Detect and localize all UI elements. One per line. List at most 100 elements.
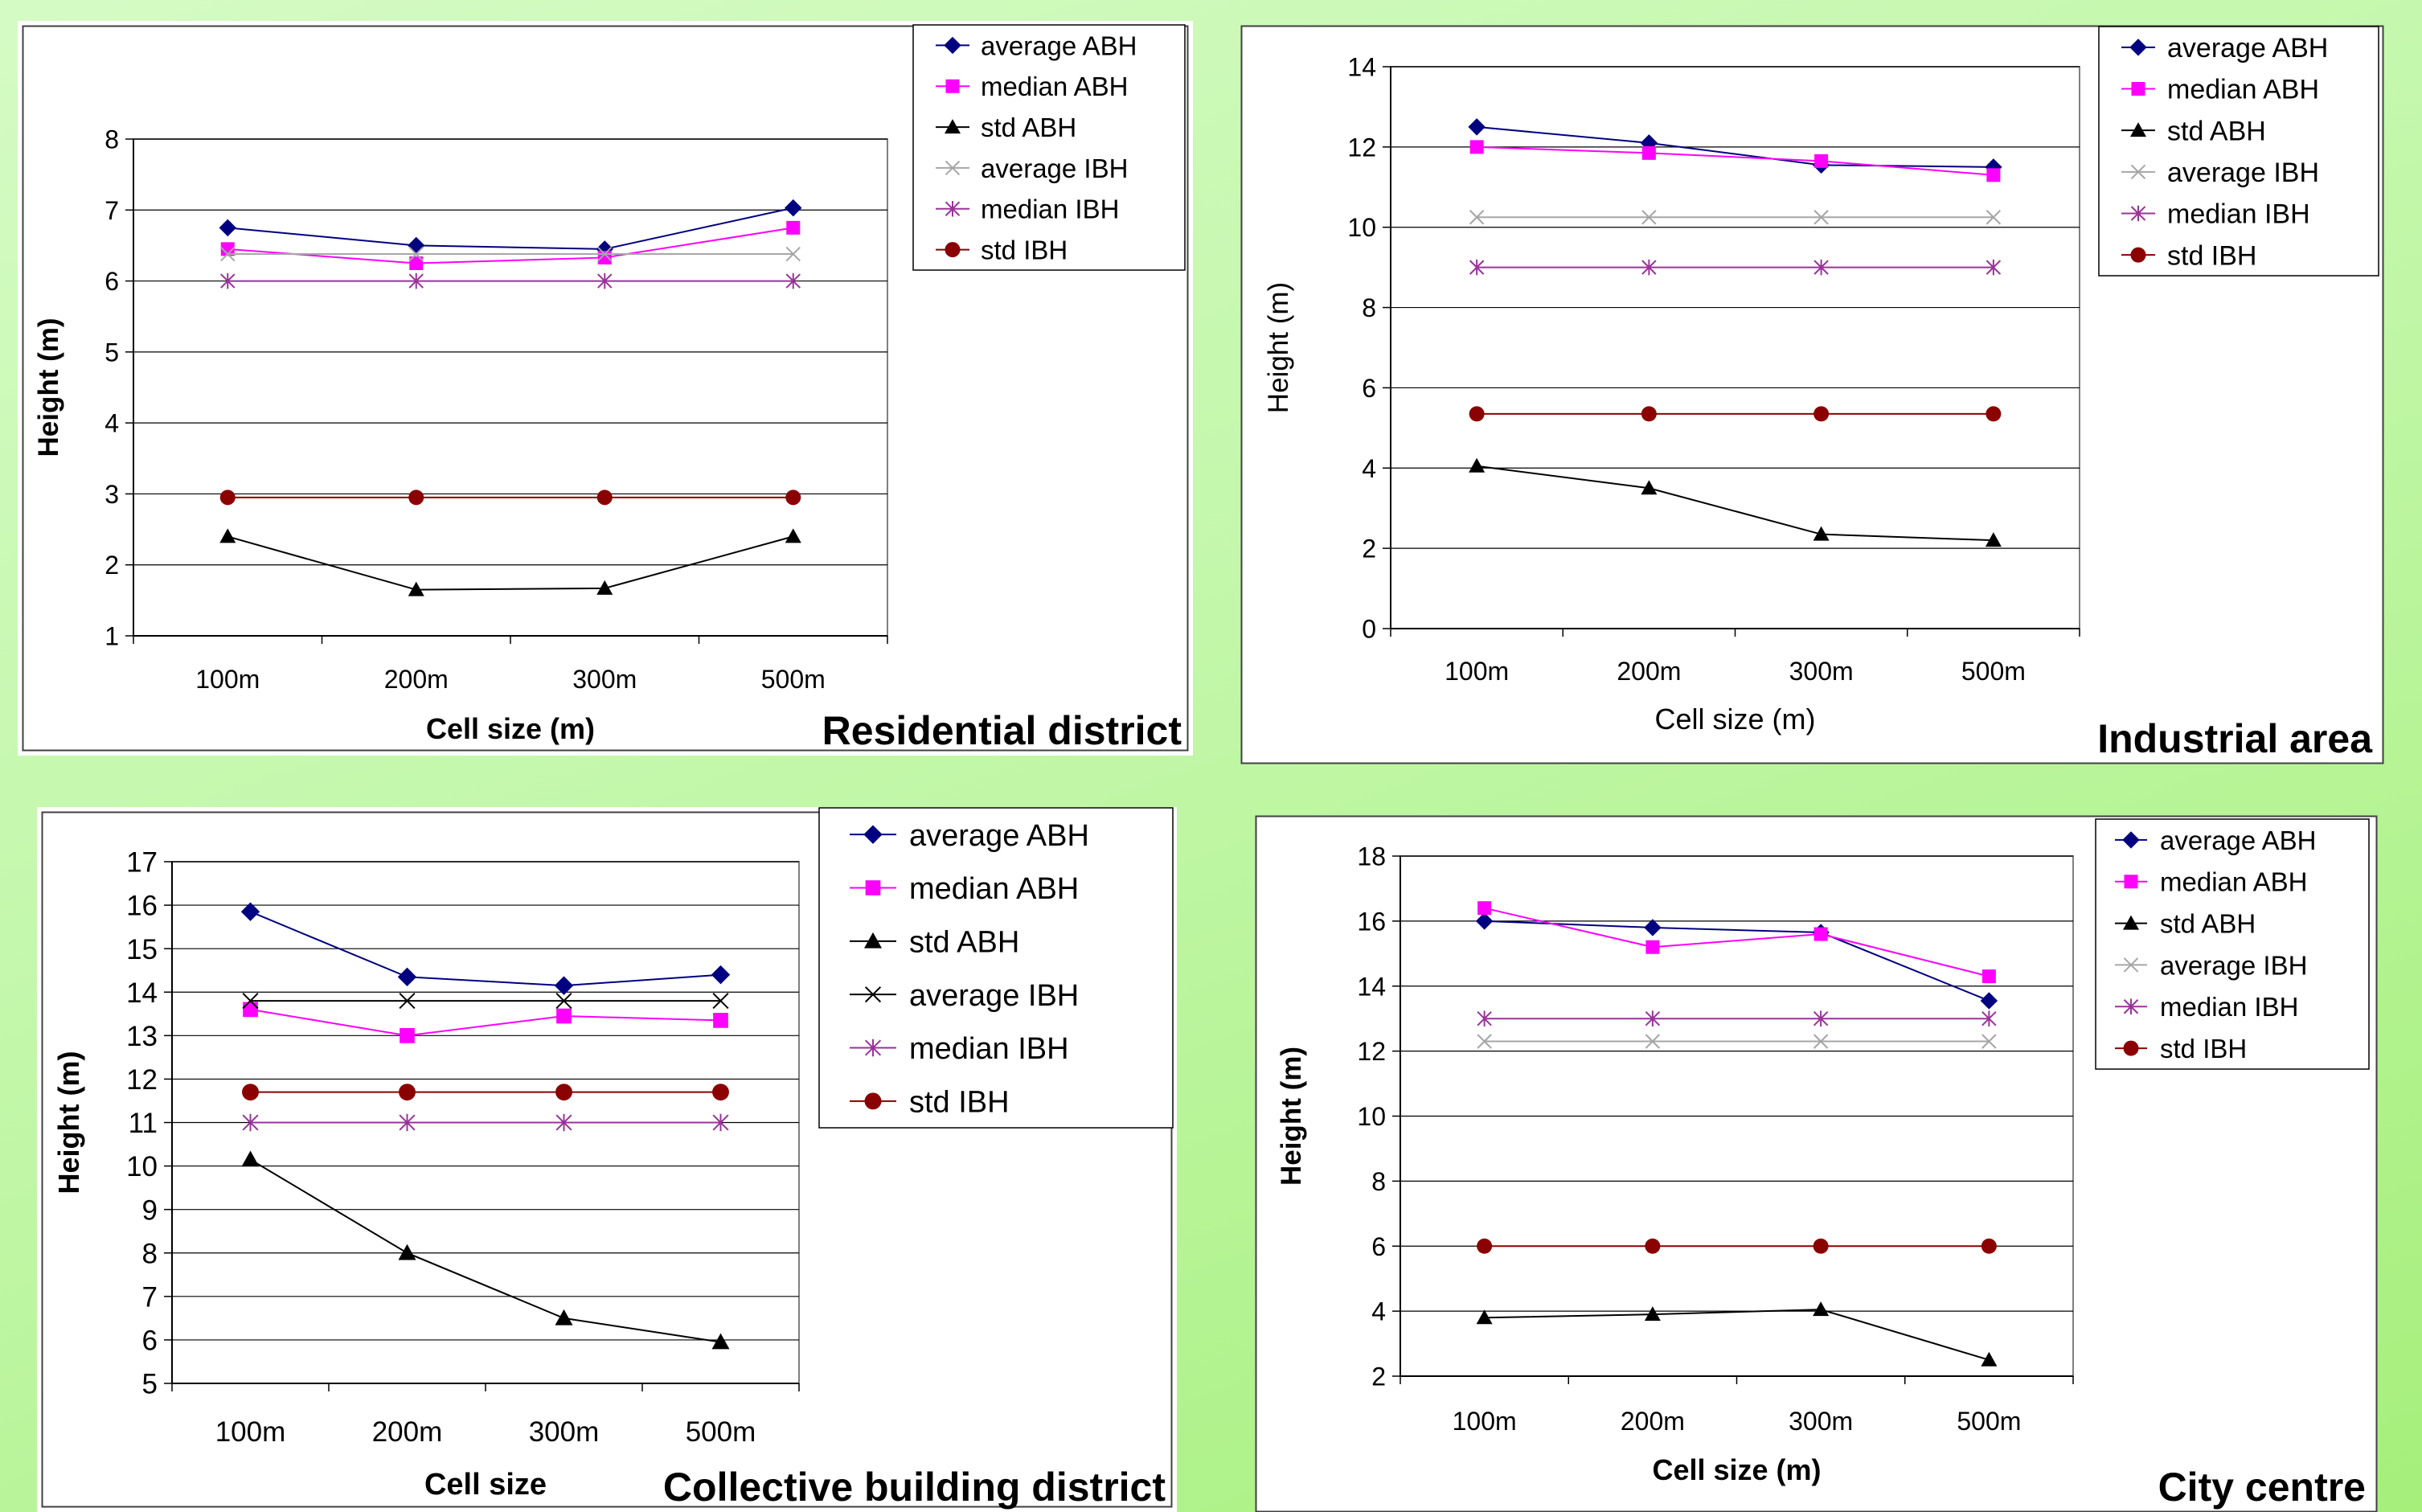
y-tick-label: 4 xyxy=(105,409,119,438)
data-point xyxy=(408,581,424,596)
data-point xyxy=(220,272,236,289)
y-tick-label: 7 xyxy=(105,196,119,225)
series-line xyxy=(250,1008,721,1037)
x-tick-label: 100m xyxy=(195,665,260,694)
x-tick-label: 200m xyxy=(1621,1407,1685,1436)
panel-border xyxy=(22,25,1189,752)
data-point xyxy=(785,199,802,217)
data-point xyxy=(712,993,729,1010)
y-tick-label: 2 xyxy=(1362,535,1376,563)
x-tick-label: 500m xyxy=(1957,1407,2021,1436)
data-point xyxy=(711,1333,730,1350)
data-point xyxy=(1644,1306,1661,1321)
series-std-abh xyxy=(241,1150,730,1350)
chart-panel-industrial: 0 2 4 6 8 10 12 14 100m 200m 300m 500m Cell size (m)… xyxy=(1240,25,2384,764)
data-point xyxy=(400,1027,415,1043)
data-point xyxy=(1645,940,1660,954)
x-tick-label: 300m xyxy=(1789,1407,1853,1436)
y-axis-label: Height (m) xyxy=(1276,1047,1307,1186)
legend-label: median IBH xyxy=(909,1032,1069,1066)
data-point xyxy=(408,490,424,506)
data-point xyxy=(712,1113,729,1132)
data-point xyxy=(240,902,260,921)
legend-marker xyxy=(2124,875,2138,889)
data-point xyxy=(1477,901,1492,916)
data-point xyxy=(1477,1238,1493,1254)
data-point xyxy=(242,1084,259,1101)
plot-area xyxy=(133,138,888,637)
chart-panel-residential: 1 2 3 4 5 6 7 8 100m 200m 300m 500m Cell size (m) Hei… xyxy=(18,21,1193,756)
series-median-abh xyxy=(1477,901,1996,984)
x-tick-label: 200m xyxy=(372,1416,443,1448)
x-axis-label: Cell size (m) xyxy=(426,712,595,745)
legend-label: std IBH xyxy=(2160,1034,2247,1063)
series-average-ibh xyxy=(220,246,801,262)
y-tick-label: 3 xyxy=(105,480,119,509)
y-tick-label: 2 xyxy=(1371,1362,1386,1391)
data-point xyxy=(786,220,801,235)
y-tick-label: 14 xyxy=(1357,972,1386,1001)
legend-label: median IBH xyxy=(981,195,1119,224)
x-axis-label: Cell size (m) xyxy=(1654,703,1815,736)
y-tick-label: 13 xyxy=(126,1021,158,1052)
x-tick-label: 500m xyxy=(761,665,826,694)
legend-box xyxy=(2098,26,2379,277)
y-tick-label: 14 xyxy=(126,977,158,1009)
series-line xyxy=(249,1158,721,1343)
y-tick-label: 16 xyxy=(126,891,158,922)
series-median-ibh xyxy=(1469,259,2002,276)
data-point xyxy=(241,1150,260,1167)
data-point xyxy=(243,1002,258,1018)
chart-svg-residential: 1 2 3 4 5 6 7 8 100m 200m 300m 500m Cell size (m) Hei… xyxy=(22,24,1189,752)
data-point xyxy=(1644,919,1662,936)
data-point xyxy=(1980,992,1998,1010)
legend-marker xyxy=(863,825,883,844)
chart-panel-collective: 5 6 7 8 9 10 11 12 13 14 15 16 17 100m 200m 300m 500m Cel… xyxy=(37,807,1177,1512)
legend-marker xyxy=(864,932,882,949)
legend-label: average ABH xyxy=(2160,826,2316,855)
series-average-abh xyxy=(1475,912,1998,1010)
legend-label: median ABH xyxy=(981,72,1128,101)
y-tick-label: 14 xyxy=(1347,53,1376,82)
data-point xyxy=(1469,259,1485,276)
series-std-abh xyxy=(1469,457,2002,547)
x-tick-label: 200m xyxy=(384,665,449,694)
legend-marker xyxy=(2122,831,2140,849)
legend-marker xyxy=(945,242,961,258)
series-average-ibh xyxy=(1469,210,2002,225)
panel-border xyxy=(1240,25,2384,764)
data-point xyxy=(1985,532,2002,547)
series-std-ibh xyxy=(219,490,801,506)
y-tick-label: 8 xyxy=(1362,293,1376,322)
data-point xyxy=(1986,210,2002,225)
x-tick-label: 100m xyxy=(1453,1407,1517,1436)
data-point xyxy=(1986,406,2002,422)
x-tick-label: 100m xyxy=(1445,657,1509,686)
data-point xyxy=(1813,526,1830,541)
series-line xyxy=(227,227,793,264)
x-tick-label: 500m xyxy=(686,1416,756,1448)
data-point xyxy=(219,219,236,237)
series-line xyxy=(1477,145,1994,176)
y-tick-label: 10 xyxy=(1357,1102,1386,1131)
data-point xyxy=(1813,927,1828,941)
series-std-ibh xyxy=(242,1084,729,1101)
y-axis-label: Height (m) xyxy=(33,318,64,457)
y-tick-label: 8 xyxy=(1371,1167,1386,1196)
data-point xyxy=(1986,259,2002,276)
y-tick-label: 6 xyxy=(1362,374,1376,403)
data-point xyxy=(1477,1034,1492,1049)
data-point xyxy=(408,236,425,255)
data-point xyxy=(712,1084,729,1101)
data-point xyxy=(711,965,731,985)
data-point xyxy=(408,272,424,289)
data-point xyxy=(1469,457,1486,473)
data-point xyxy=(785,272,801,289)
legend-label: median ABH xyxy=(2160,867,2307,897)
data-point xyxy=(408,246,424,262)
data-point xyxy=(555,1084,572,1101)
data-point xyxy=(1468,118,1486,136)
data-point xyxy=(1641,406,1657,422)
y-tick-label: 10 xyxy=(1347,213,1376,242)
data-point xyxy=(399,1084,416,1101)
